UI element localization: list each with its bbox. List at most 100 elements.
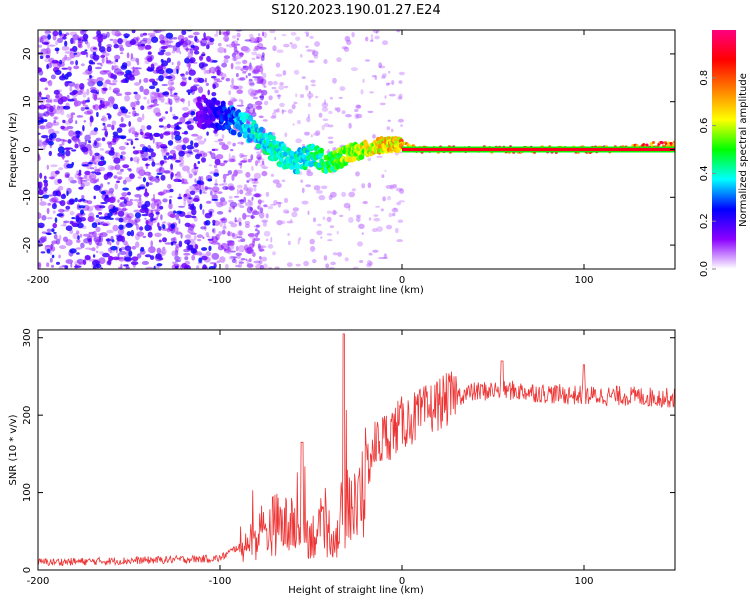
heat-cell [64,40,68,47]
heat-cell [188,173,193,179]
heat-cell [254,89,263,94]
heat-cell [221,62,228,68]
heat-cell [381,40,389,46]
heat-cell [373,214,379,217]
heat-cell [251,103,258,110]
heat-cell [352,266,359,269]
heat-cell [142,235,147,239]
heat-cell [156,263,163,267]
heat-cell [305,32,309,37]
heat-cell [107,259,112,265]
heat-cell [263,100,269,106]
heat-cell [197,86,204,94]
heat-cell [253,186,257,192]
heat-cell [148,105,156,108]
heat-cell [187,35,194,39]
heat-cell [58,30,62,36]
heat-cell [175,45,181,53]
heat-cell [105,194,109,199]
heat-cell [138,205,141,209]
heat-cell [125,200,133,207]
heat-cell [119,123,127,128]
heat-cell [238,259,243,265]
heat-cell [208,266,216,269]
heat-cell [256,56,260,59]
heat-cell [41,231,47,234]
x-tick-label: 100 [574,576,593,587]
heat-cell [147,66,151,71]
heat-cell [156,144,160,149]
heat-cell [332,209,337,216]
heat-cell [208,164,213,167]
heat-cell [118,217,124,223]
heat-cell [211,92,217,97]
heat-cell [171,61,174,66]
heat-cell [124,115,131,118]
heat-cell [295,93,298,98]
heat-cell [190,44,195,49]
heat-cell [237,141,245,145]
heat-cell [142,113,145,120]
heat-cell [260,71,264,75]
heat-cell [134,133,139,138]
heat-cell [223,160,229,163]
heat-cell [253,225,261,228]
heat-cell [396,201,401,206]
heat-cell [111,124,115,131]
x-tick-label: -200 [27,275,50,286]
heat-cell [124,245,132,252]
heat-cell [103,215,111,220]
heat-cell [298,236,301,241]
heat-cell [130,157,133,162]
heat-cell [372,30,380,34]
heat-cell [301,76,306,79]
heat-cell [107,114,112,119]
heat-cell [254,192,260,198]
heat-cell [240,238,246,243]
heat-cell [248,177,254,182]
heat-cell [139,208,147,214]
heat-cell [82,259,87,266]
heat-cell [89,173,97,180]
heat-cell [276,108,280,113]
heat-cell [38,141,44,147]
heat-cell [209,171,215,175]
heat-cell [117,199,120,203]
heat-cell [334,107,338,111]
heat-cell [148,148,154,153]
heat-cell [257,33,261,37]
heat-cell [188,76,192,81]
heat-cell [289,150,295,157]
heat-cell [185,188,191,196]
heat-cell [205,200,212,204]
heat-cell [164,242,173,245]
heat-cell [144,132,151,137]
heat-cell [152,218,156,221]
heat-cell [144,44,152,50]
heat-cell [57,178,62,184]
heat-cell [48,176,56,180]
heat-cell [267,81,273,86]
colorbar-gradient [712,30,736,269]
heat-cell [193,50,200,55]
heat-cell [80,106,86,112]
heat-cell [77,139,81,144]
heat-cell [252,96,258,100]
heat-cell [230,223,238,228]
heat-cell [38,67,42,73]
heat-cell [77,199,82,203]
heat-cell [74,143,79,149]
heat-cell [134,67,142,70]
heat-cell [119,135,127,139]
heat-cell [98,142,102,148]
heat-cell [193,234,197,241]
heat-cell [216,65,220,70]
heat-cell [118,256,125,262]
heat-cell [149,255,155,260]
heat-cell [191,215,197,219]
heat-cell [147,57,153,63]
heat-cell [208,245,212,251]
heat-cell [38,262,42,269]
heat-cell [312,259,317,264]
heat-cell [285,211,290,214]
